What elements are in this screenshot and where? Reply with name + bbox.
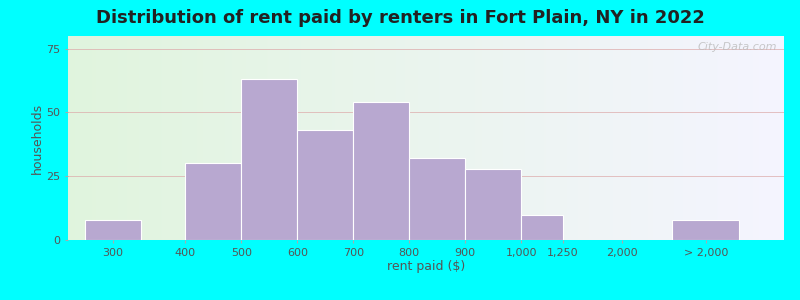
X-axis label: rent paid ($): rent paid ($)	[387, 260, 465, 273]
Bar	[298, 130, 354, 240]
Bar	[85, 220, 141, 240]
Bar	[186, 164, 242, 240]
Bar	[242, 79, 298, 240]
Bar	[672, 220, 739, 240]
Text: City-Data.com: City-Data.com	[698, 42, 777, 52]
Bar	[354, 102, 410, 240]
Y-axis label: households: households	[30, 102, 43, 174]
Text: Distribution of rent paid by renters in Fort Plain, NY in 2022: Distribution of rent paid by renters in …	[95, 9, 705, 27]
Bar	[410, 158, 465, 240]
Bar	[465, 169, 521, 240]
Bar	[521, 214, 563, 240]
